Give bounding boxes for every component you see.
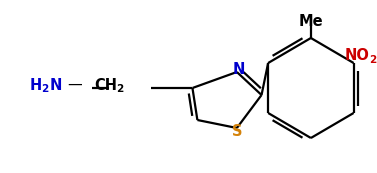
Text: N: N xyxy=(49,78,62,93)
Text: N: N xyxy=(233,61,245,76)
Text: CH: CH xyxy=(94,78,117,93)
Text: S: S xyxy=(231,124,242,139)
Text: NO: NO xyxy=(345,48,369,63)
Text: 2: 2 xyxy=(41,84,49,94)
Text: —: — xyxy=(67,76,82,92)
Text: H: H xyxy=(30,78,42,93)
Text: 2: 2 xyxy=(369,55,376,65)
Text: 2: 2 xyxy=(116,84,124,94)
Text: Me: Me xyxy=(299,15,323,30)
